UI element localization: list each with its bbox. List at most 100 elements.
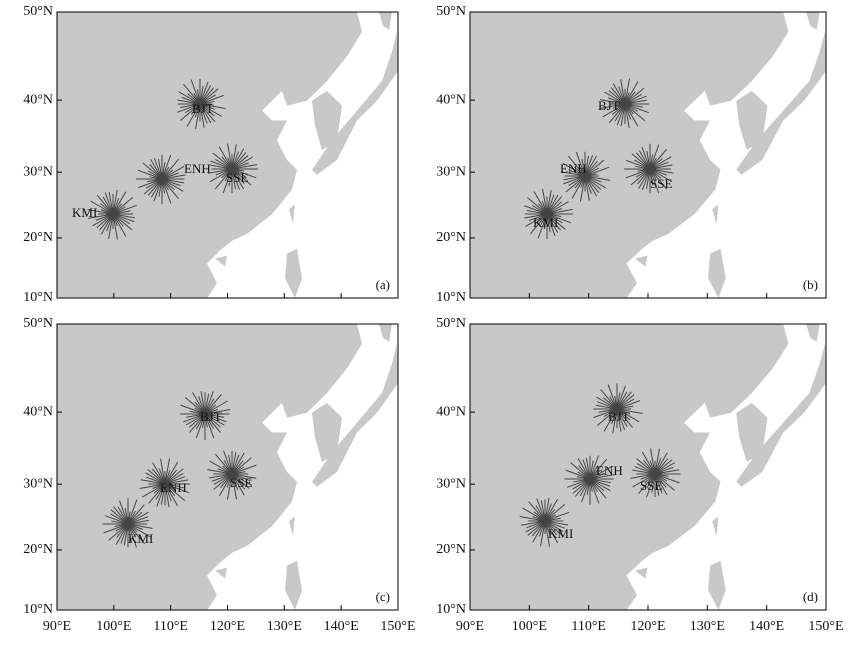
rose-ray (524, 205, 548, 215)
rose-ray (589, 478, 611, 492)
rose-ray (589, 478, 607, 499)
rose-ray (204, 400, 228, 415)
rose-ray (654, 462, 675, 475)
rose-ray (654, 473, 660, 496)
rose-ray (624, 99, 647, 105)
rose-ray (147, 178, 163, 196)
rose-ray (584, 160, 598, 177)
station-label: ENH (560, 161, 587, 176)
rose-ray (544, 520, 569, 526)
rose-ray (546, 194, 555, 215)
rose-ray (654, 452, 668, 475)
rose-ray (231, 144, 237, 170)
rose-ray (584, 175, 600, 193)
rose-ray (199, 94, 224, 105)
rose-ray (584, 175, 592, 194)
rose-ray (161, 178, 172, 204)
rose-ray (164, 483, 172, 502)
rose-ray (654, 459, 673, 475)
rose-ray (649, 156, 672, 170)
rose-ray (220, 473, 233, 488)
rose-ray (138, 178, 163, 189)
rose-ray (540, 520, 546, 547)
x-label: 100°E (512, 619, 547, 634)
rose-ray (231, 164, 258, 170)
y-label: 30°N (436, 164, 466, 179)
rose-ray (584, 173, 598, 177)
rose-ray (643, 460, 656, 475)
rose-ray (195, 103, 201, 130)
rose-ray (649, 144, 660, 170)
rose-ray (616, 408, 622, 432)
y-label: 10°N (436, 290, 466, 305)
rose-ray (589, 478, 611, 487)
y-label: 20°N (436, 230, 466, 245)
rose-ray (626, 159, 651, 170)
rose-ray (544, 520, 564, 532)
rose-ray (158, 159, 163, 180)
rose-ray (210, 160, 233, 170)
rose-ray (148, 483, 166, 504)
rose-ray (646, 473, 656, 498)
rose-ray (654, 448, 660, 475)
rose-ray (618, 86, 626, 105)
rose-ray (199, 103, 205, 128)
rose-ray (231, 473, 237, 500)
rose-ray (632, 473, 656, 488)
rose-ray (596, 408, 618, 427)
rose-ray (544, 497, 550, 522)
rose-ray (204, 413, 225, 426)
x-label: 110°E (153, 619, 188, 634)
rose-ray (562, 162, 586, 177)
rose-ray (624, 87, 645, 105)
rose-ray (164, 483, 170, 508)
rose-ray (153, 178, 163, 202)
rose-ray (164, 479, 189, 485)
rose-ray (616, 398, 635, 410)
rose-ray (199, 87, 214, 105)
rose-ray (624, 103, 639, 127)
rose-ray (546, 213, 563, 224)
rose-ray (581, 478, 591, 503)
rose-ray (184, 396, 206, 415)
rose-ray (127, 523, 153, 529)
rose-ray (563, 175, 586, 181)
rose-ray (204, 394, 222, 415)
rose-ray (228, 455, 233, 475)
rose-ray (164, 469, 178, 485)
map-panel: BJT ENH SSE KMI (d) 50°N 40°N 30°N 20°N 10°N 90°E 1… (436, 316, 843, 634)
y-label: 20°N (23, 542, 53, 557)
rose-ray (161, 178, 184, 192)
rose-ray (546, 196, 563, 215)
rose-ray (95, 213, 114, 221)
rose-ray (593, 408, 618, 419)
panel-label: (d) (803, 589, 818, 604)
station-label: ENH (596, 463, 623, 478)
rose-ray (638, 168, 651, 189)
rose-ray (204, 413, 222, 433)
rose-ray (533, 191, 548, 215)
rose-ray (223, 450, 233, 475)
rose-ray (654, 473, 675, 491)
rose-ray (218, 146, 233, 170)
rose-ray (638, 150, 651, 170)
rose-ray (115, 523, 129, 546)
y-label: 40°N (23, 404, 53, 419)
rose-ray (585, 457, 591, 480)
rose-ray (92, 213, 114, 227)
rose-ray (222, 168, 233, 194)
rose-ray (616, 408, 643, 415)
rose-ray (190, 79, 201, 105)
rose-ray (204, 413, 227, 423)
rose-ray (567, 155, 586, 177)
rose-ray (164, 468, 184, 485)
station-label: BJT (608, 409, 630, 424)
rose-ray (584, 175, 611, 181)
rose-ray (633, 159, 651, 170)
rose-ray (624, 103, 643, 108)
rose-ray (214, 168, 233, 190)
rose-ray (584, 166, 610, 177)
rose-ray (150, 158, 163, 180)
rose-ray (104, 192, 114, 215)
rose-ray (204, 409, 231, 415)
